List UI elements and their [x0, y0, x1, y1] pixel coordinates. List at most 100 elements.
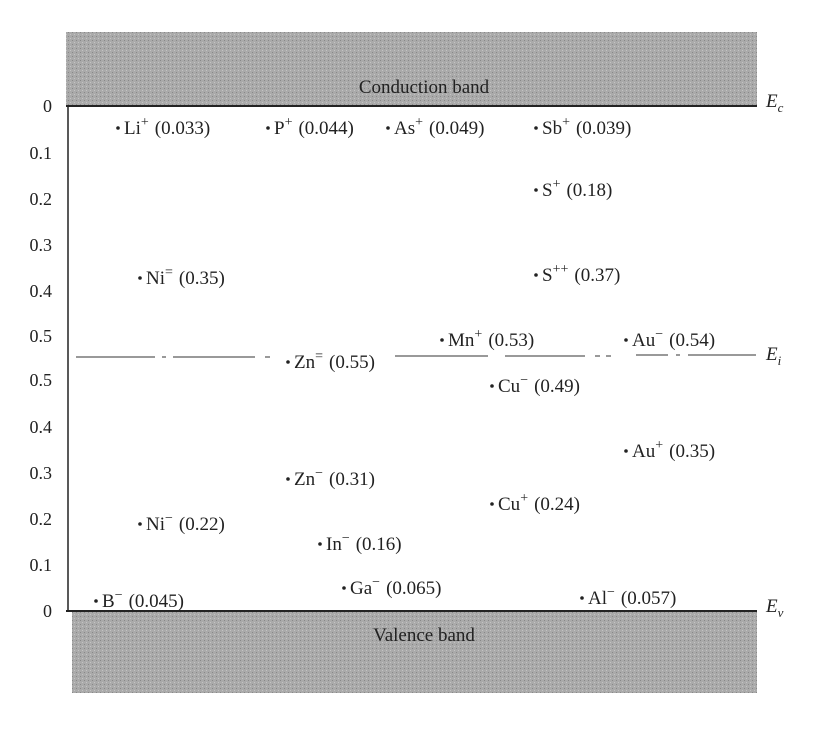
- impurity-dot: [386, 126, 390, 130]
- level-label: Ei: [765, 344, 782, 368]
- impurity-energy: (0.044): [298, 118, 353, 139]
- impurity-symbol: Ni: [146, 514, 165, 535]
- impurity-charge: −: [655, 327, 663, 342]
- impurity-symbol: Sb: [542, 118, 562, 139]
- level-subscript: i: [778, 353, 782, 368]
- impurity-label: In− (0.16): [326, 531, 402, 555]
- impurity-charge: +: [474, 327, 482, 342]
- impurity-symbol: Mn: [448, 330, 475, 351]
- impurity-label: B− (0.045): [102, 588, 184, 612]
- impurity-symbol: Li: [124, 118, 141, 139]
- impurity-dot: [116, 126, 120, 130]
- impurity-label: Cu+ (0.24): [498, 491, 580, 515]
- impurity-dot: [490, 384, 494, 388]
- impurity-dot: [440, 338, 444, 342]
- scale-label: 0.5: [30, 326, 53, 346]
- conduction-band-label: Conduction band: [359, 77, 490, 98]
- impurity-charge: −: [342, 531, 350, 546]
- impurity-energy: (0.53): [488, 330, 534, 351]
- impurity-energy: (0.31): [329, 469, 375, 490]
- impurity-label: Sb+ (0.039): [542, 115, 631, 139]
- impurity-symbol: Cu: [498, 376, 521, 397]
- impurity-label: Zn= (0.55): [294, 349, 375, 373]
- valence-band-label: Valence band: [373, 625, 475, 646]
- impurity-dot: [534, 273, 538, 277]
- impurity-dot: [318, 542, 322, 546]
- impurity-label: As+ (0.049): [394, 115, 484, 139]
- impurity-dot: [624, 449, 628, 453]
- impurity-dot: [580, 596, 584, 600]
- impurity-label: Mn+ (0.53): [448, 327, 534, 351]
- scale-label: 0.5: [30, 370, 53, 390]
- impurity-label: P+ (0.044): [274, 115, 354, 139]
- impurity-energy: (0.057): [621, 588, 676, 609]
- impurity-symbol: S: [542, 265, 553, 286]
- impurity-charge: −: [372, 575, 380, 590]
- impurity-label: Ga− (0.065): [350, 575, 441, 599]
- scale-label: 0.3: [30, 235, 53, 255]
- impurity-charge: +: [655, 438, 663, 453]
- impurity-dot: [534, 188, 538, 192]
- scale-label: 0.4: [30, 281, 53, 301]
- impurity-label: Au− (0.54): [632, 327, 715, 351]
- level-symbol: E: [765, 596, 778, 617]
- impurity-symbol: Ni: [146, 268, 165, 289]
- impurity-symbol: B: [102, 591, 115, 612]
- impurity-dot: [94, 599, 98, 603]
- impurity-charge: +: [562, 115, 570, 130]
- ei-line: [76, 354, 756, 358]
- impurity-symbol: Ga: [350, 578, 373, 599]
- impurity-charge: +: [553, 177, 561, 192]
- impurity-dot: [266, 126, 270, 130]
- impurity-energy: (0.54): [669, 330, 715, 351]
- scale-label: 0: [43, 601, 52, 621]
- impurity-energy: (0.24): [534, 494, 580, 515]
- impurity-dot: [138, 522, 142, 526]
- impurity-label: Al− (0.057): [588, 585, 676, 609]
- impurity-label: Li+ (0.033): [124, 115, 210, 139]
- impurity-energy: (0.18): [566, 180, 612, 201]
- impurity-charge: +: [141, 115, 149, 130]
- impurity-energy: (0.55): [329, 352, 375, 373]
- impurity-charge: =: [165, 265, 173, 280]
- impurity-dot: [138, 276, 142, 280]
- level-subscript: c: [778, 100, 784, 115]
- impurity-symbol: Zn: [294, 469, 316, 490]
- impurity-symbol: S: [542, 180, 553, 201]
- impurity-dot: [342, 586, 346, 590]
- impurity-label: S++ (0.37): [542, 262, 620, 286]
- impurity-charge: −: [115, 588, 123, 603]
- level-subscript: v: [778, 605, 784, 620]
- impurity-charge: −: [607, 585, 615, 600]
- impurity-dot: [286, 477, 290, 481]
- impurity-charge: −: [315, 466, 323, 481]
- impurity-dot: [534, 126, 538, 130]
- impurity-charge: −: [520, 373, 528, 388]
- level-symbol: E: [765, 91, 778, 112]
- impurity-energy: (0.35): [179, 268, 225, 289]
- scale-label: 0.1: [30, 555, 53, 575]
- scale-label: 0: [43, 96, 52, 116]
- impurity-energy: (0.35): [669, 441, 715, 462]
- impurity-symbol: Al: [588, 588, 607, 609]
- impurity-charge: =: [315, 349, 323, 364]
- impurity-label: Ni= (0.35): [146, 265, 225, 289]
- impurity-charge: +: [285, 115, 293, 130]
- impurity-energy: (0.033): [155, 118, 210, 139]
- conduction-band: [66, 32, 757, 106]
- impurity-symbol: P: [274, 118, 285, 139]
- impurity-energy: (0.045): [129, 591, 184, 612]
- impurity-label: S+ (0.18): [542, 177, 612, 201]
- impurity-dot: [624, 338, 628, 342]
- impurity-symbol: Au: [632, 441, 656, 462]
- level-label: Ev: [765, 596, 784, 620]
- impurity-label: Zn− (0.31): [294, 466, 375, 490]
- level-label: Ec: [765, 91, 784, 115]
- impurity-energy: (0.49): [534, 376, 580, 397]
- impurity-energy: (0.049): [429, 118, 484, 139]
- scale-label: 0.4: [30, 417, 53, 437]
- scale-label: 0.1: [30, 143, 53, 163]
- impurity-label: Au+ (0.35): [632, 438, 715, 462]
- impurity-label: Ni− (0.22): [146, 511, 225, 535]
